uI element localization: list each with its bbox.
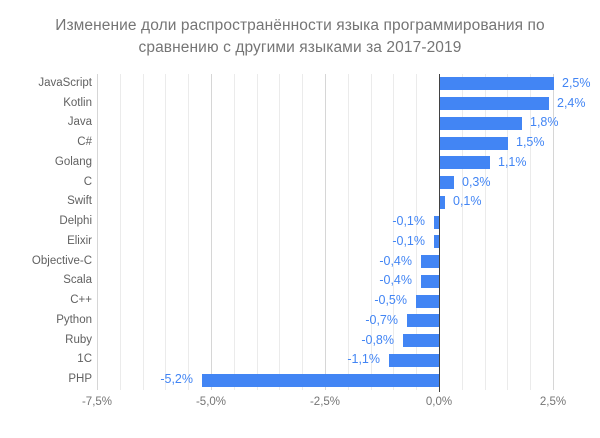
minor-grid-line — [143, 74, 144, 390]
bar-javascript[interactable] — [440, 77, 554, 90]
minor-grid-line — [348, 74, 349, 390]
minor-grid-line — [485, 74, 486, 390]
category-label: Java — [67, 116, 92, 128]
bar-value-label: -0,1% — [392, 234, 425, 248]
bar-value-label: 2,5% — [562, 76, 591, 90]
major-grid-line — [211, 74, 212, 390]
category-label: C# — [77, 136, 92, 148]
bar-value-label: -0,8% — [361, 333, 394, 347]
minor-grid-line — [393, 74, 394, 390]
bar-swift[interactable] — [440, 196, 445, 209]
category-label: Scala — [63, 274, 92, 286]
minor-grid-line — [257, 74, 258, 390]
bar-value-label: 1,1% — [498, 155, 527, 169]
major-grid-line — [325, 74, 326, 390]
minor-grid-line — [530, 74, 531, 390]
bar-objective-c[interactable] — [421, 255, 439, 268]
category-label: Swift — [67, 195, 92, 207]
category-label: C++ — [70, 294, 92, 306]
bar-c-[interactable] — [440, 137, 508, 150]
x-axis-tick-label: -5,0% — [195, 396, 227, 408]
minor-grid-line — [188, 74, 189, 390]
zero-baseline — [439, 74, 440, 392]
bar-value-label: 0,3% — [462, 175, 491, 189]
bar-delphi[interactable] — [434, 216, 439, 229]
bar-value-label: 0,1% — [453, 194, 482, 208]
minor-grid-line — [120, 74, 121, 390]
minor-grid-line — [371, 74, 372, 390]
bar-value-label: -0,4% — [379, 273, 412, 287]
category-label: 1C — [77, 353, 92, 365]
bar-value-label: -0,1% — [392, 214, 425, 228]
category-label: Golang — [54, 156, 92, 168]
bar-java[interactable] — [440, 117, 522, 130]
category-label: Delphi — [59, 215, 92, 227]
minor-grid-line — [507, 74, 508, 390]
x-axis-tick-label: 0,0% — [425, 396, 453, 408]
bar-python[interactable] — [407, 314, 439, 327]
bar-value-label: 1,5% — [516, 135, 545, 149]
bar-ruby[interactable] — [403, 334, 439, 347]
minor-grid-line — [416, 74, 417, 390]
x-axis-tick-label: -7,5% — [81, 396, 113, 408]
bar-value-label: -5,2% — [160, 372, 193, 386]
bar-value-label: -0,4% — [379, 254, 412, 268]
bar-elixir[interactable] — [434, 235, 439, 248]
category-label: PHP — [68, 373, 92, 385]
minor-grid-line — [165, 74, 166, 390]
category-label: JavaScript — [38, 77, 92, 89]
major-grid-line — [553, 74, 554, 390]
bar-c-[interactable] — [416, 295, 439, 308]
bar-c[interactable] — [440, 176, 454, 189]
major-grid-line — [97, 74, 98, 390]
category-label: Objective-C — [31, 255, 92, 267]
bar-1c[interactable] — [389, 354, 439, 367]
bar-php[interactable] — [202, 374, 439, 387]
x-axis-tick-label: 2,5% — [539, 396, 567, 408]
bar-value-label: -0,7% — [365, 313, 398, 327]
category-label: Elixir — [67, 235, 92, 247]
category-label: Python — [56, 314, 92, 326]
bar-golang[interactable] — [440, 156, 490, 169]
chart-title: Изменение доли распространённости языка … — [55, 17, 545, 56]
bar-value-label: -0,5% — [374, 293, 407, 307]
bar-value-label: 1,8% — [530, 115, 559, 129]
category-label: Ruby — [65, 334, 92, 346]
bar-value-label: 2,4% — [557, 96, 586, 110]
minor-grid-line — [302, 74, 303, 390]
bar-scala[interactable] — [421, 275, 439, 288]
bar-kotlin[interactable] — [440, 97, 549, 110]
x-axis-tick-label: -2,5% — [309, 396, 341, 408]
minor-grid-line — [279, 74, 280, 390]
bar-value-label: -1,1% — [347, 352, 380, 366]
category-label: Kotlin — [63, 97, 92, 109]
minor-grid-line — [462, 74, 463, 390]
category-label: C — [83, 176, 92, 188]
minor-grid-line — [234, 74, 235, 390]
